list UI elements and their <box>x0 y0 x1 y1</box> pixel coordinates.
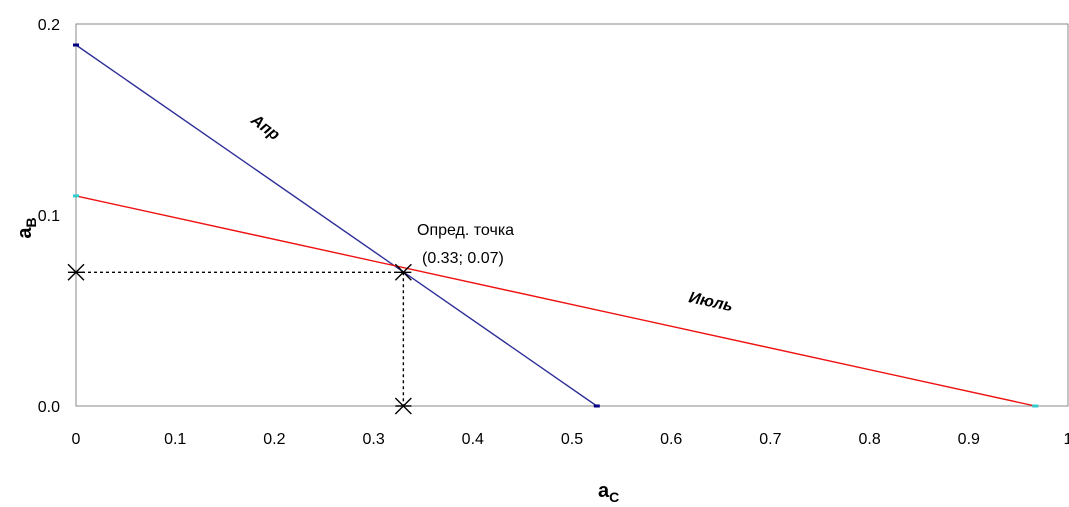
endpoint-marker <box>73 43 79 47</box>
y-tick-label: 0.0 <box>38 399 60 416</box>
x-tick-label: 1 <box>1064 431 1069 448</box>
endpoint-marker <box>73 194 79 198</box>
series-line <box>75 44 598 407</box>
plot-area <box>75 23 1069 407</box>
endpoint-marker <box>593 404 600 408</box>
x-tick-labels: 0 0.1 0.2 0.3 0.4 0.5 0.6 0.7 0.8 0.9 1 <box>72 431 1069 448</box>
series-lines <box>75 44 1036 407</box>
y-tick-label: 0.2 <box>38 17 60 34</box>
y-projection-marker <box>67 263 85 281</box>
x-tick-label: 0.8 <box>858 431 880 448</box>
x-tick-label: 0.2 <box>263 431 285 448</box>
x-tick-label: 0 <box>72 431 81 448</box>
x-tick-label: 0.3 <box>362 431 384 448</box>
endpoint-markers <box>73 43 1039 408</box>
intersection-label-line2: (0.33; 0.07) <box>422 250 504 267</box>
y-axis-title: aB <box>14 217 39 238</box>
y-tick-label: 0.1 <box>38 208 60 225</box>
projection-guides <box>76 271 405 406</box>
x-tick-label: 0.7 <box>759 431 781 448</box>
x-tick-label: 0.1 <box>164 431 186 448</box>
series-line <box>75 195 1036 407</box>
x-tick-label: 0.6 <box>660 431 682 448</box>
endpoint-marker <box>1032 404 1039 408</box>
intersection-marker <box>394 263 412 281</box>
x-axis-title: aC <box>598 480 619 505</box>
x-projection-marker <box>394 397 412 415</box>
x-tick-label: 0.4 <box>462 431 484 448</box>
x-tick-label: 0.5 <box>561 431 583 448</box>
intersection-label-line1: Опред. точка <box>417 222 514 239</box>
x-tick-label: 0.9 <box>958 431 980 448</box>
y-tick-labels: 0.0 0.1 0.2 <box>38 17 60 416</box>
intersection-markers <box>67 263 412 415</box>
